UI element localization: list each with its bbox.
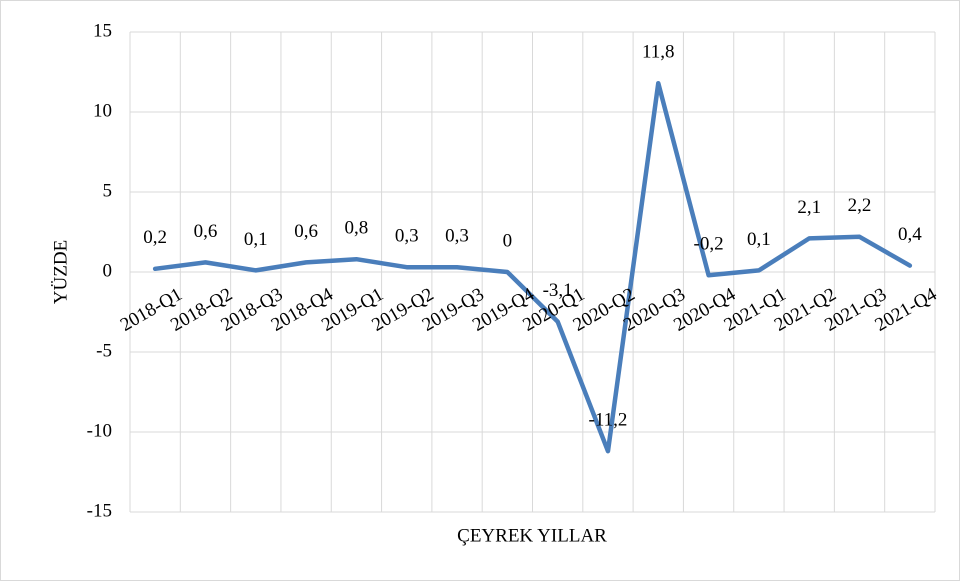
y-tick-label: 5 <box>103 180 113 201</box>
data-label: 0,8 <box>345 218 369 239</box>
data-line <box>152 80 913 454</box>
y-tick-label: 15 <box>93 20 112 41</box>
y-tick-label: 10 <box>93 100 112 121</box>
data-label: 0,3 <box>395 226 419 247</box>
y-tick-label: 0 <box>103 260 113 281</box>
x-axis-title: ÇEYREK YILLAR <box>457 525 607 546</box>
data-label: 2,2 <box>848 195 872 216</box>
y-axis-title: YÜZDE <box>50 240 71 304</box>
data-label: -3,1 <box>543 280 573 301</box>
data-label: -0,2 <box>694 234 724 255</box>
data-label: 0,1 <box>244 229 268 250</box>
data-label: 2,1 <box>797 197 821 218</box>
data-label: 0,2 <box>143 227 167 248</box>
data-label: 0,6 <box>294 221 318 242</box>
y-tick-label: -15 <box>87 500 112 521</box>
data-label: -11,2 <box>589 410 628 431</box>
data-label: 0,1 <box>747 229 771 250</box>
data-label: 0,6 <box>194 221 218 242</box>
data-label: 11,8 <box>642 42 675 63</box>
y-tick-label: -5 <box>96 340 112 361</box>
y-tick-label: -10 <box>87 420 112 441</box>
data-label: 0,3 <box>445 226 469 247</box>
data-label: 0,4 <box>898 224 922 245</box>
data-label: 0 <box>503 230 513 251</box>
